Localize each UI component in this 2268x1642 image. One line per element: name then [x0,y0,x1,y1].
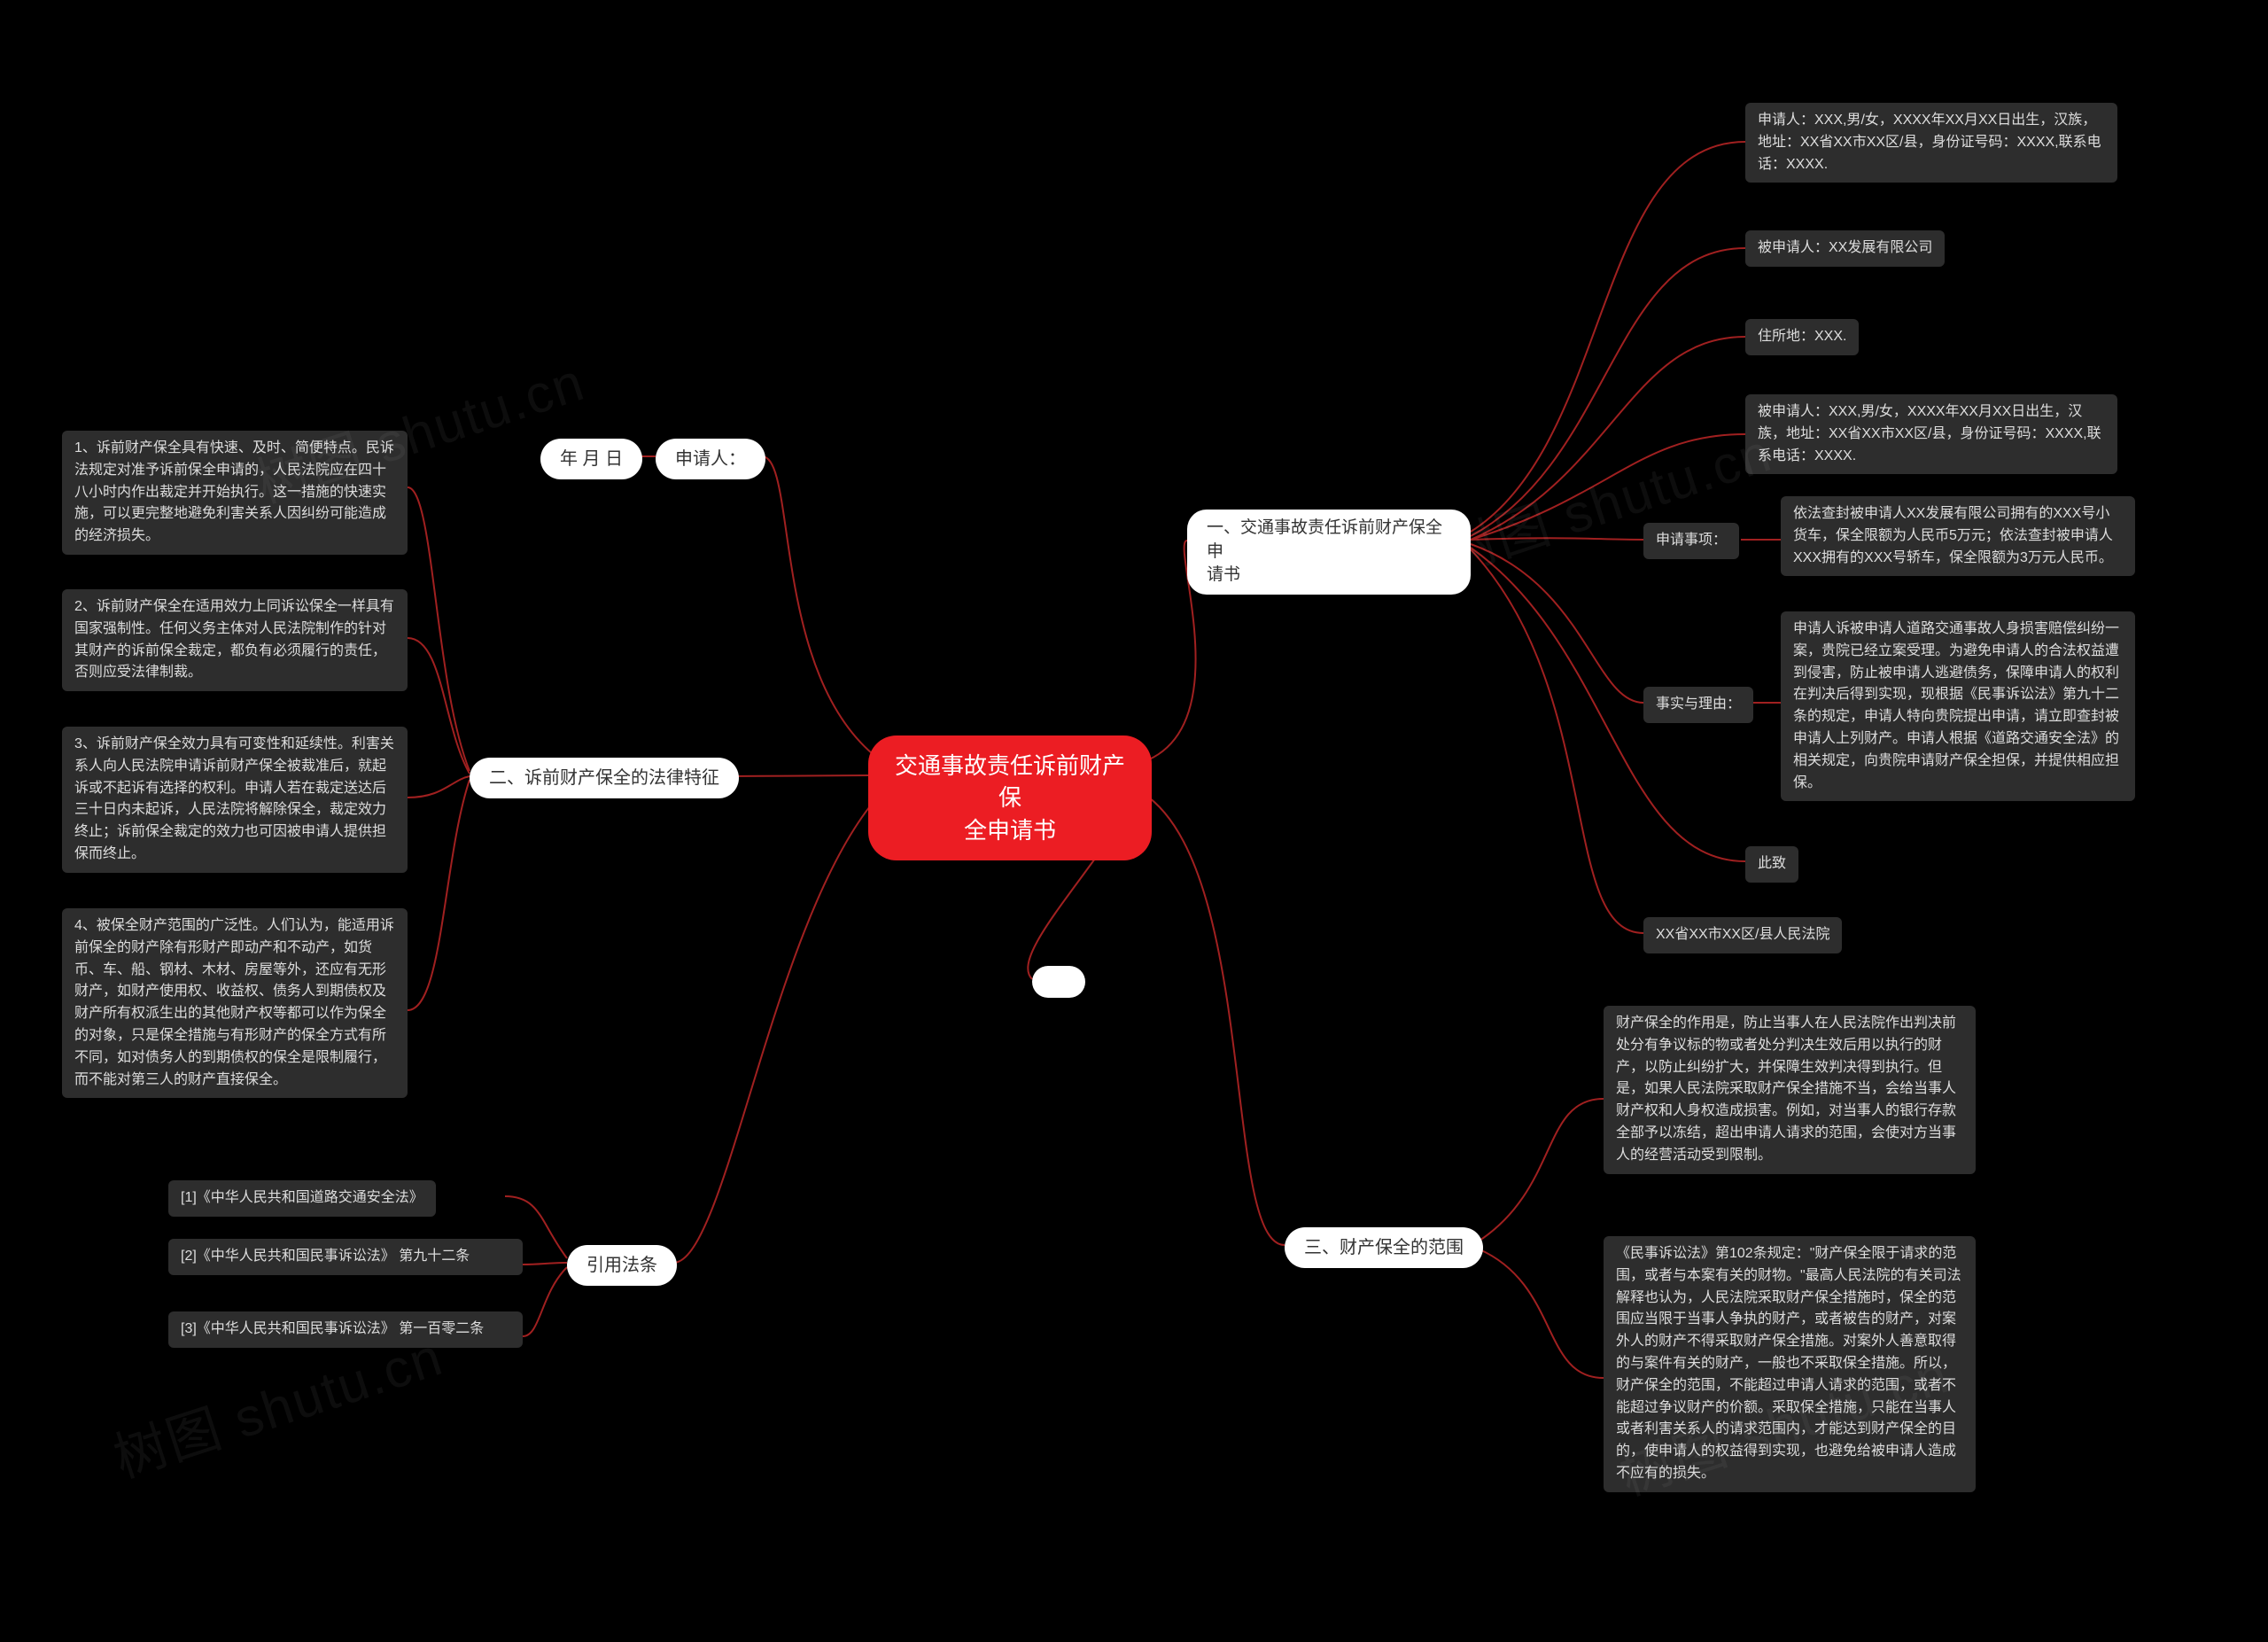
ref2: [2]《中华人民共和国民事诉讼法》 第九十二条 [168,1239,523,1275]
refs-title: 引用法条 [567,1245,677,1286]
root-line1: 交通事故责任诉前财产保 [895,752,1125,811]
b1-applicant: 申请人：XXX,男/女，XXXX年XX月XX日出生，汉族，地址：XX省XX市XX… [1745,103,2117,183]
branch3-title: 三、财产保全的范围 [1285,1227,1483,1268]
b1-respondent1: 被申请人：XX发展有限公司 [1745,230,1945,267]
b1-address: 住所地：XXX. [1745,319,1859,355]
applicant-node: 申请人： [656,439,765,479]
b2-item1: 1、诉前财产保全具有快速、及时、简便特点。民诉法规定对准予诉前保全申请的，人民法… [62,431,408,555]
b3-item1: 财产保全的作用是，防止当事人在人民法院作出判决前处分有争议标的物或者处分判决生效… [1604,1006,1976,1174]
b1-closing: 此致 [1745,846,1798,883]
date-node: 年 月 日 [540,439,642,479]
b2-item4: 4、被保全财产范围的广泛性。人们认为，能适用诉前保全的财产除有形财产即动产和不动… [62,908,408,1098]
b1-matters-text: 依法查封被申请人XX发展有限公司拥有的XXX号小货车，保全限额为人民币5万元；依… [1781,496,2135,576]
b1-facts-text: 申请人诉被申请人道路交通事故人身损害赔偿纠纷一案，贵院已经立案受理。为避免申请人… [1781,611,2135,801]
branch1-title: 一、交通事故责任诉前财产保全申 请书 [1187,510,1471,595]
b2-item3: 3、诉前财产保全效力具有可变性和延续性。利害关系人向人民法院申请诉前财产保全被裁… [62,727,408,873]
b1-title-l1: 一、交通事故责任诉前财产保全申 [1207,518,1442,561]
empty-node [1032,966,1085,998]
ref3: [3]《中华人民共和国民事诉讼法》 第一百零二条 [168,1311,523,1348]
root-line2: 全申请书 [964,817,1056,844]
b1-facts-label: 事实与理由： [1643,687,1753,723]
b1-respondent2: 被申请人：XXX,男/女，XXXX年XX月XX日出生，汉族，地址：XX省XX市X… [1745,394,2117,474]
refs-title-text: 引用法条 [586,1256,657,1275]
b1-court: XX省XX市XX区/县人民法院 [1643,917,1842,953]
b1-matters-label: 申请事项： [1643,523,1739,559]
branch2-title: 二、诉前财产保全的法律特征 [470,758,739,798]
b3-title-text: 三、财产保全的范围 [1304,1238,1464,1257]
date-label: 年 月 日 [560,449,623,469]
b2-item2: 2、诉前财产保全在适用效力上同诉讼保全一样具有国家强制性。任何义务主体对人民法院… [62,589,408,691]
applicant-label: 申请人： [675,449,746,469]
ref1: [1]《中华人民共和国道路交通安全法》 [168,1180,436,1217]
watermark: 树图 shutu.cn [1432,410,1781,589]
root-node: 交通事故责任诉前财产保 全申请书 [868,735,1152,860]
b1-title-l2: 请书 [1207,565,1240,584]
b2-title-text: 二、诉前财产保全的法律特征 [489,768,719,788]
b3-item2: 《民事诉讼法》第102条规定："财产保全限于请求的范围，或者与本案有关的财物。"… [1604,1236,1976,1492]
